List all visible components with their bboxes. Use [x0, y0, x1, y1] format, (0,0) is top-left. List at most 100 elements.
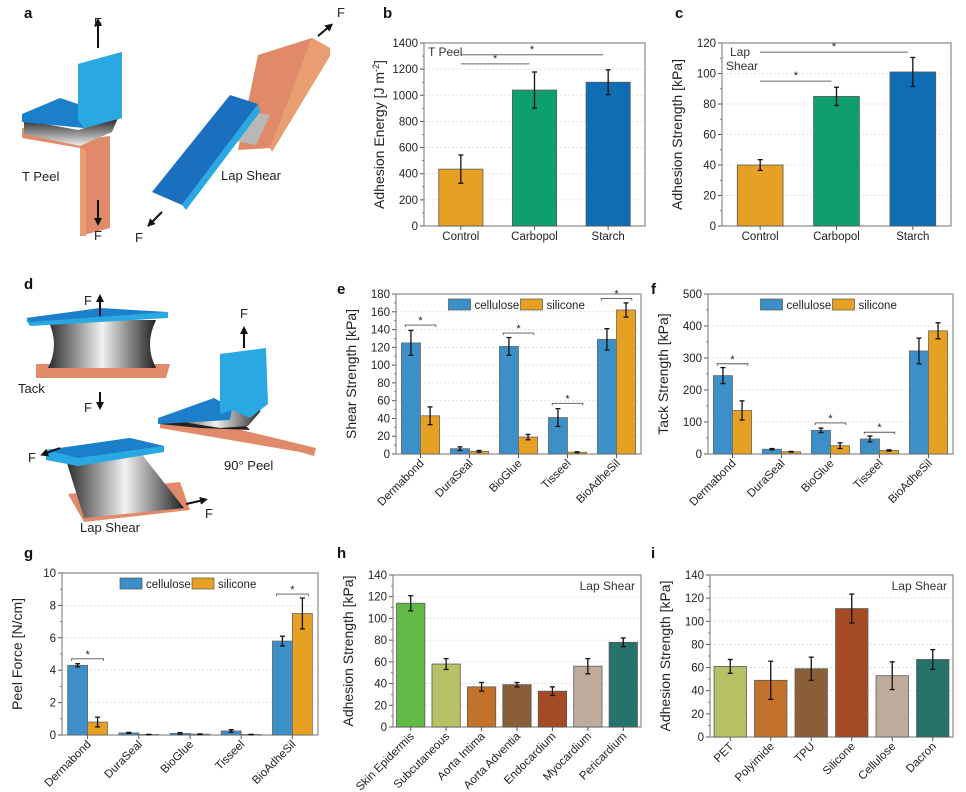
y-tick-label: 0: [50, 730, 56, 742]
y-tick-label: 1400: [392, 38, 418, 50]
x-tick-label: Carbopol: [813, 231, 860, 243]
y-tick-label: 200: [683, 385, 702, 397]
legend-swatch-cellulose: [760, 298, 783, 311]
y-tick-label: 0: [710, 221, 716, 233]
significance-star: *: [614, 288, 619, 300]
bar: [736, 164, 784, 227]
y-tick-label: 0: [381, 722, 387, 734]
y-axis-label: Peel Force [N/cm]: [9, 598, 25, 710]
significance-star: *: [828, 413, 833, 425]
y-tick-label: 140: [371, 325, 390, 337]
legend-swatch-cellulose: [119, 577, 143, 590]
y-axis-label: Adhesion Energy [J m-2]: [371, 60, 387, 209]
legend-swatch-cellulose: [448, 298, 471, 311]
y-tick-label: 0: [696, 449, 702, 461]
panel-label-h: h: [337, 545, 347, 562]
legend-label-silicone: silicone: [859, 300, 897, 312]
y-tick-label: 800: [399, 116, 418, 128]
bar: [573, 665, 603, 728]
significance-star: *: [877, 422, 882, 434]
y-tick-label: 180: [371, 289, 390, 301]
annotation-label: T Peel: [428, 45, 462, 59]
panel-label-a: a: [24, 5, 33, 22]
y-tick-label: 60: [691, 663, 704, 675]
x-tick-label: PET: [712, 741, 736, 765]
y-tick-label: 2: [50, 698, 56, 710]
annotation-label-line1: Lap: [730, 45, 750, 59]
x-tick-label: Dacron: [904, 741, 939, 776]
panel-label-b: b: [383, 5, 393, 22]
y-tick-label: 60: [374, 657, 387, 669]
panel-label-g: g: [24, 545, 34, 562]
significance-bracket: [404, 324, 437, 328]
y-tick-label: 60: [377, 396, 390, 408]
significance-star: *: [85, 649, 90, 661]
significance-star: *: [493, 53, 498, 65]
legend-swatch-silicone: [191, 577, 215, 590]
legend-label-cellulose: cellulose: [146, 579, 191, 591]
annotation-label: Lap Shear: [580, 579, 635, 593]
y-tick-label: 100: [371, 360, 390, 372]
y-tick-label: 300: [683, 353, 702, 365]
legend-swatch-silicone: [832, 298, 855, 311]
y-tick-label: 40: [691, 686, 704, 698]
y-tick-label: 200: [399, 195, 418, 207]
y-tick-label: 1200: [392, 64, 418, 76]
plot-frame: [709, 574, 954, 738]
y-axis-label: Adhesion Strength [kPa]: [669, 59, 685, 210]
y-tick-label: 8: [50, 600, 56, 612]
y-tick-label: 1000: [392, 90, 418, 102]
legend-swatch-silicone: [520, 298, 543, 311]
y-tick-label: 80: [691, 639, 704, 651]
y-tick-label: 120: [368, 592, 387, 604]
bar: [431, 663, 461, 728]
significance-bracket: [551, 402, 584, 406]
y-tick-label: 80: [374, 635, 387, 647]
y-tick-label: 120: [371, 342, 390, 354]
annotation-label: Lap Shear: [892, 579, 947, 593]
x-tick-label: Cellulose: [856, 741, 898, 783]
panel-label-f: f: [651, 281, 656, 298]
legend-label-cellulose: cellulose: [787, 300, 832, 312]
x-tick-label: Control: [742, 231, 779, 243]
y-tick-label: 0: [698, 732, 704, 744]
bar: [889, 71, 937, 227]
y-tick-label: 80: [377, 378, 390, 390]
y-tick-label: 400: [399, 169, 418, 181]
bar: [396, 602, 426, 728]
y-tick-label: 600: [399, 143, 418, 155]
y-axis-label: Adhesion Strength [kPa]: [657, 581, 673, 732]
panel-label-e: e: [337, 281, 346, 298]
bar: [835, 608, 869, 738]
legend-label-silicone: silicone: [218, 579, 256, 591]
y-tick-label: 60: [703, 130, 716, 142]
bar: [585, 81, 631, 227]
x-tick-label: Starch: [592, 231, 625, 243]
y-axis-label-bracket: ]: [371, 60, 387, 64]
significance-star: *: [516, 323, 521, 335]
significance-star: *: [794, 70, 799, 82]
significance-star: *: [418, 315, 423, 327]
y-tick-label: 6: [50, 633, 56, 645]
significance-bracket: [275, 593, 309, 597]
significance-bracket: [716, 363, 749, 366]
y-tick-label: 400: [683, 321, 702, 333]
y-axis-label: Adhesion Strength [kPa]: [340, 576, 356, 727]
y-tick-label: 500: [683, 289, 702, 301]
bar: [608, 641, 638, 728]
legend-label-cellulose: cellulose: [475, 300, 520, 312]
x-tick-label: Polyimide: [733, 741, 777, 785]
significance-star: *: [530, 44, 535, 56]
significance-star: *: [832, 41, 837, 53]
y-tick-label: 120: [697, 38, 716, 50]
y-tick-label: 20: [691, 709, 704, 721]
legend-label-silicone: silicone: [547, 300, 585, 312]
y-tick-label: 10: [43, 568, 56, 580]
significance-bracket: [71, 658, 105, 661]
